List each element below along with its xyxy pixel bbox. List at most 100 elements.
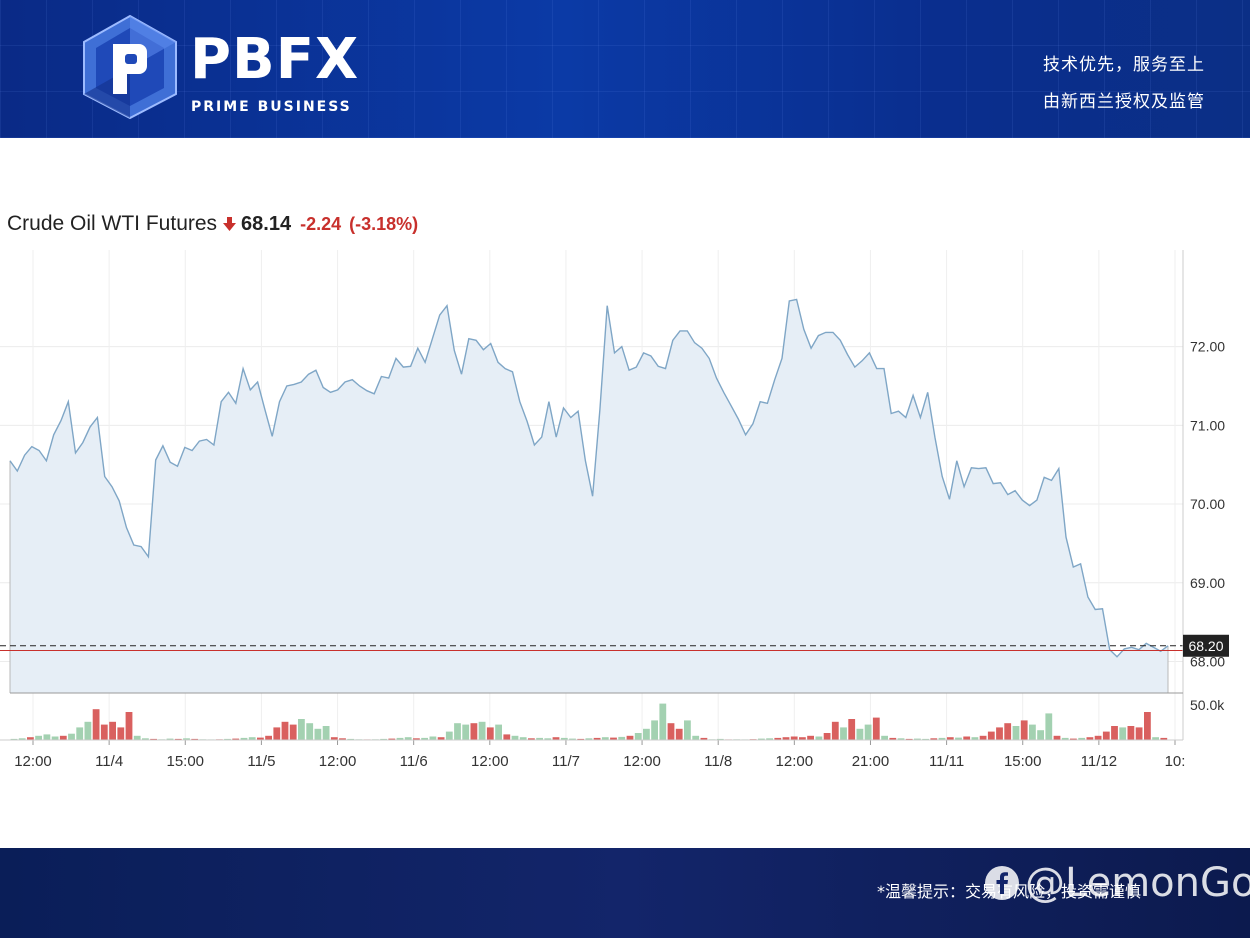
watermark-text: @LemonGold xyxy=(1025,860,1250,906)
facebook-icon xyxy=(985,866,1019,900)
volume-bar xyxy=(1144,712,1151,740)
volume-bar xyxy=(930,738,938,741)
volume-bar xyxy=(1102,731,1110,740)
price-area xyxy=(9,299,1169,693)
volume-bar xyxy=(1053,735,1061,740)
volume-bar xyxy=(76,727,84,740)
x-tick-label: 11/6 xyxy=(400,753,428,770)
banner-pattern xyxy=(0,0,1250,138)
price-change-percent: (-3.18%) xyxy=(349,213,419,234)
volume-bar xyxy=(593,737,601,740)
volume-bar xyxy=(1020,720,1028,740)
volume-bar xyxy=(1045,713,1053,740)
volume-bar xyxy=(166,738,174,740)
chart-title: Crude Oil WTI Futures xyxy=(7,212,218,235)
volume-bar xyxy=(552,737,560,740)
x-tick-label: 11/12 xyxy=(1081,753,1117,770)
volume-bar xyxy=(404,737,412,740)
volume-bar xyxy=(380,738,387,740)
volume-bar xyxy=(273,727,281,740)
volume-bar xyxy=(684,720,691,740)
volume-bar xyxy=(987,731,995,740)
volume-bar xyxy=(347,738,355,740)
volume-bar xyxy=(51,736,59,740)
volume-bar xyxy=(659,703,667,740)
volume-bar xyxy=(84,721,92,740)
volume-bar xyxy=(914,738,921,740)
watermark: @LemonGold xyxy=(985,860,1250,906)
price-change: -2.24 xyxy=(300,213,342,234)
volume-bar xyxy=(1135,727,1143,740)
volume-bar xyxy=(905,738,913,740)
pbfx-logo-icon xyxy=(83,14,177,120)
volume-bar xyxy=(437,737,445,740)
volume-bar xyxy=(133,735,141,740)
down-arrow-icon xyxy=(223,217,237,231)
volume-bar xyxy=(1160,737,1168,740)
volume-bar xyxy=(528,738,535,741)
volume-bar xyxy=(100,724,108,740)
volume-bar xyxy=(265,735,272,740)
volume-bar xyxy=(396,737,404,740)
volume-bar xyxy=(815,736,823,740)
volume-bar xyxy=(872,717,880,740)
volume-bar xyxy=(117,727,125,740)
volume-bar xyxy=(840,727,847,740)
volume-bar xyxy=(848,719,856,740)
volume-bar xyxy=(109,721,116,740)
volume-bar xyxy=(232,738,240,740)
volume-bar xyxy=(716,738,724,740)
volume-bar xyxy=(938,737,946,740)
x-tick-label: 15:00 xyxy=(166,753,204,770)
volume-bar xyxy=(43,734,51,740)
x-tick-label: 11/7 xyxy=(552,753,580,770)
volume-bar xyxy=(1086,737,1094,740)
volume-bar xyxy=(634,733,642,740)
chart-header: Crude Oil WTI Futures 68.14 -2.24 (-3.18… xyxy=(7,210,418,238)
volume-bar xyxy=(618,736,626,740)
volume-bar xyxy=(59,735,67,740)
volume-bar xyxy=(125,712,133,740)
volume-bar xyxy=(511,735,519,740)
y-tick-label: 68.00 xyxy=(1190,654,1225,670)
y-tick-label: 69.00 xyxy=(1190,575,1225,591)
x-tick-label: 21:00 xyxy=(852,753,890,770)
x-tick-label: 11/5 xyxy=(247,753,275,770)
volume-bar xyxy=(1004,723,1012,740)
volume-bar xyxy=(971,737,979,740)
volume-bar xyxy=(1111,726,1118,740)
volume-bar xyxy=(1127,726,1135,740)
x-tick-label: 11/11 xyxy=(929,753,964,770)
volume-bar xyxy=(782,737,790,740)
volume-bar xyxy=(388,738,396,740)
volume-bar xyxy=(454,723,461,740)
volume-bar xyxy=(248,737,256,740)
volume-bar xyxy=(799,737,806,740)
volume-bar xyxy=(421,737,428,740)
volume-bars xyxy=(10,703,1168,741)
volume-bar xyxy=(897,738,905,741)
y-tick-label: 71.00 xyxy=(1190,417,1225,433)
brand-subtitle: PRIME BUSINESS xyxy=(191,99,352,115)
volume-bar xyxy=(68,733,75,740)
volume-bar xyxy=(92,709,100,740)
price-line-layer xyxy=(0,298,1183,658)
volume-bar xyxy=(1119,727,1127,740)
volume-bar xyxy=(1078,737,1086,740)
volume-bar xyxy=(643,728,650,740)
volume-bar xyxy=(322,726,330,740)
volume-bar xyxy=(577,738,585,740)
volume-bar xyxy=(1061,737,1069,740)
x-tick-label: 11/8 xyxy=(704,753,732,770)
last-price-label: 68.20 xyxy=(1188,638,1223,654)
volume-bar xyxy=(651,720,658,740)
volume-bar xyxy=(766,738,773,741)
volume-bar xyxy=(330,737,338,740)
volume-bar xyxy=(462,724,470,740)
volume-bar xyxy=(856,728,864,740)
x-tick-label: 15:00 xyxy=(1004,753,1042,770)
volume-bar xyxy=(963,736,971,740)
top-banner: PBFX PRIME BUSINESS 技术优先，服务至上 由新西兰授权及监管 xyxy=(0,0,1250,138)
slogan-line-2: 由新西兰授权及监管 xyxy=(1043,92,1205,112)
volume-tick-label: 50.0k xyxy=(1190,697,1225,713)
